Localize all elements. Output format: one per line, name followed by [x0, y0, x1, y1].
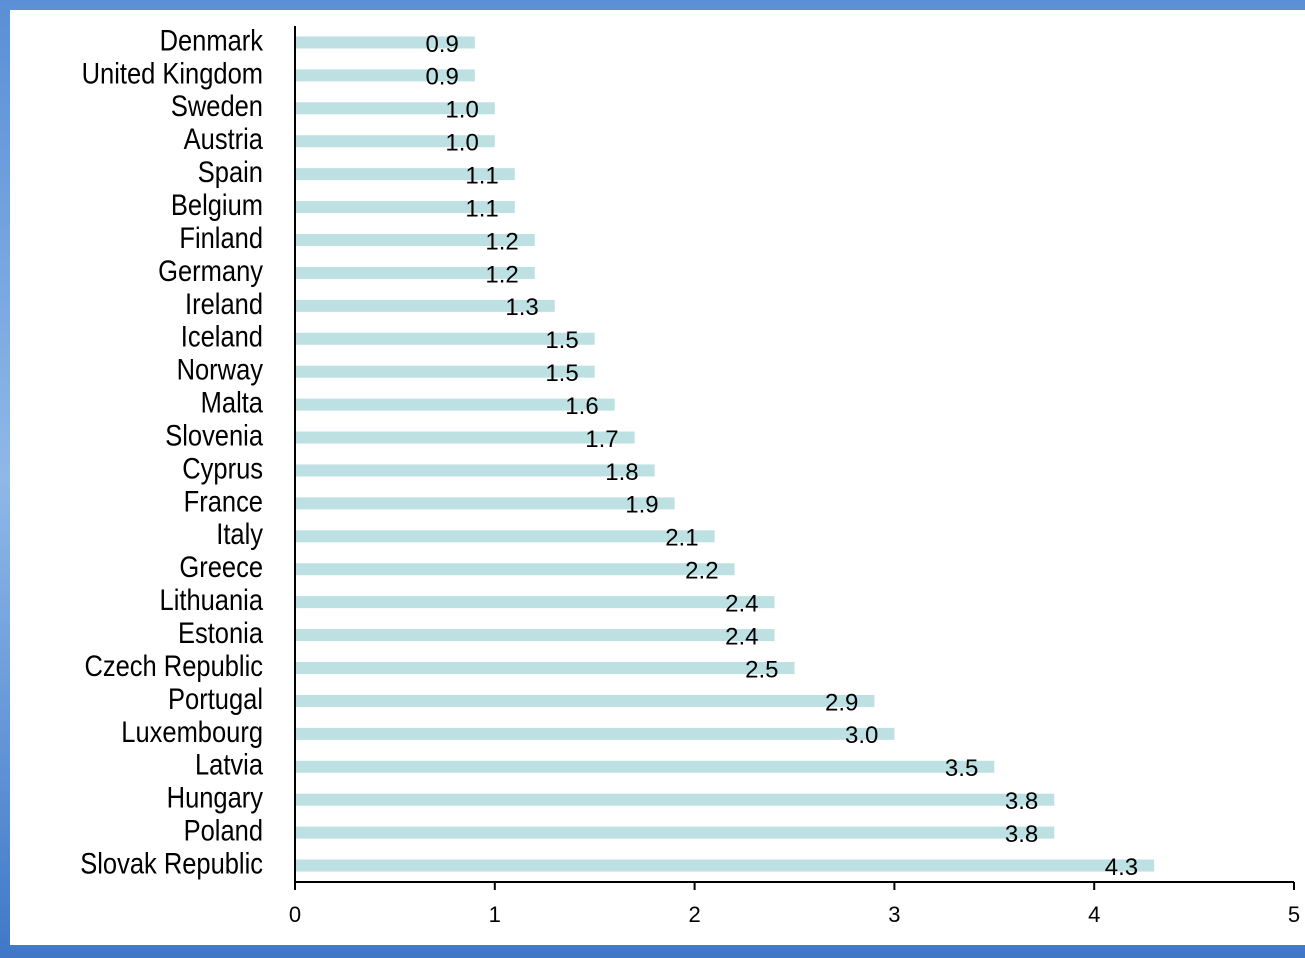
- category-label: Germany: [158, 254, 263, 287]
- value-label: 1.8: [605, 459, 638, 486]
- category-label: Austria: [184, 122, 264, 155]
- x-tick-label: 3: [888, 902, 900, 927]
- value-label: 1.1: [465, 162, 498, 189]
- bar: [295, 760, 995, 773]
- category-label: Slovenia: [165, 419, 263, 452]
- bar: [295, 266, 535, 279]
- value-label: 1.9: [625, 492, 658, 519]
- bar: [295, 36, 475, 49]
- value-label: 2.5: [745, 656, 778, 683]
- bar: [295, 563, 735, 576]
- value-label: 2.1: [665, 525, 698, 552]
- value-label: 2.9: [825, 689, 858, 716]
- category-label: Czech Republic: [84, 649, 263, 682]
- value-label: 1.5: [545, 327, 578, 354]
- category-label: Malta: [201, 386, 264, 419]
- value-label: 2.4: [725, 623, 758, 650]
- value-label: 0.9: [425, 31, 458, 58]
- bar: [295, 694, 875, 707]
- category-label: Slovak Republic: [80, 847, 263, 880]
- x-tick-label: 2: [688, 902, 700, 927]
- value-label: 1.0: [445, 130, 478, 157]
- bar: [295, 332, 595, 345]
- value-label: 1.0: [445, 97, 478, 124]
- x-tick-label: 0: [289, 902, 301, 927]
- bar: [295, 530, 715, 543]
- category-label: United Kingdom: [82, 56, 263, 89]
- bar: [295, 826, 1055, 839]
- category-label: Spain: [198, 155, 263, 188]
- bar: [295, 431, 635, 444]
- bar: [295, 793, 1055, 806]
- value-label: 2.2: [685, 558, 718, 585]
- value-label: 1.3: [505, 294, 538, 321]
- x-tick-label: 5: [1288, 902, 1300, 927]
- category-label: Hungary: [167, 781, 263, 814]
- category-label: Latvia: [195, 748, 263, 781]
- category-label: Norway: [177, 353, 263, 386]
- value-label: 1.2: [485, 261, 518, 288]
- bar: [295, 398, 615, 411]
- x-tick-label: 4: [1088, 902, 1100, 927]
- bar: [295, 135, 495, 148]
- category-label: Denmark: [160, 23, 263, 56]
- value-label: 4.3: [1105, 854, 1138, 881]
- value-label: 3.8: [1005, 788, 1038, 815]
- category-label: Italy: [216, 517, 263, 550]
- bar: [295, 168, 515, 181]
- category-label: Luxembourg: [121, 715, 263, 748]
- category-label: Cyprus: [182, 451, 263, 484]
- bar: [295, 497, 675, 510]
- category-label: Iceland: [181, 320, 263, 353]
- category-label: Poland: [184, 814, 263, 847]
- category-label: Ireland: [185, 287, 263, 320]
- bar: [295, 234, 535, 246]
- value-label: 1.7: [585, 426, 618, 453]
- plot-panel: [10, 10, 1305, 945]
- value-label: 3.0: [845, 722, 878, 749]
- value-label: 0.9: [425, 64, 458, 91]
- bar: [295, 69, 475, 82]
- value-label: 3.5: [945, 755, 978, 782]
- value-label: 1.5: [545, 360, 578, 387]
- bar: [295, 629, 775, 642]
- bar: [295, 201, 515, 214]
- bar: [295, 662, 795, 674]
- category-label: France: [184, 484, 263, 517]
- bar: [295, 859, 1155, 872]
- category-label: Portugal: [168, 682, 263, 715]
- bar: [295, 596, 775, 609]
- value-label: 2.4: [725, 590, 758, 617]
- bar: [295, 365, 595, 378]
- bar: [295, 102, 495, 115]
- category-label: Greece: [179, 550, 263, 583]
- value-label: 1.6: [565, 393, 598, 420]
- category-label: Lithuania: [160, 583, 264, 616]
- bar: [295, 299, 555, 312]
- value-label: 3.8: [1005, 821, 1038, 848]
- category-label: Belgium: [171, 188, 263, 221]
- bar: [295, 727, 895, 740]
- category-label: Estonia: [178, 616, 263, 649]
- value-label: 1.1: [465, 195, 498, 222]
- x-tick-label: 1: [489, 902, 501, 927]
- value-label: 1.2: [485, 228, 518, 255]
- category-label: Sweden: [171, 89, 263, 122]
- category-label: Finland: [179, 221, 263, 254]
- bar: [295, 464, 655, 477]
